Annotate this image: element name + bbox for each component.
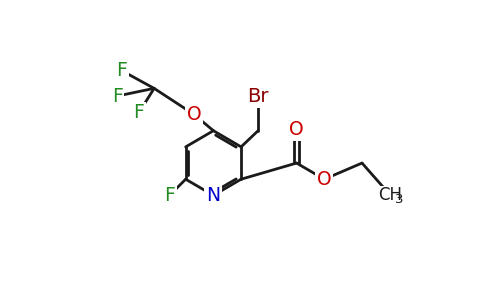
Text: Br: Br <box>247 87 269 106</box>
Text: F: F <box>133 103 144 122</box>
Text: O: O <box>289 120 304 140</box>
Text: O: O <box>187 105 201 124</box>
Text: N: N <box>206 186 221 205</box>
Text: 3: 3 <box>395 193 403 206</box>
Text: F: F <box>112 87 122 106</box>
Text: F: F <box>116 61 127 80</box>
Text: O: O <box>317 170 332 189</box>
Text: CH: CH <box>378 186 403 204</box>
Text: F: F <box>164 186 175 205</box>
